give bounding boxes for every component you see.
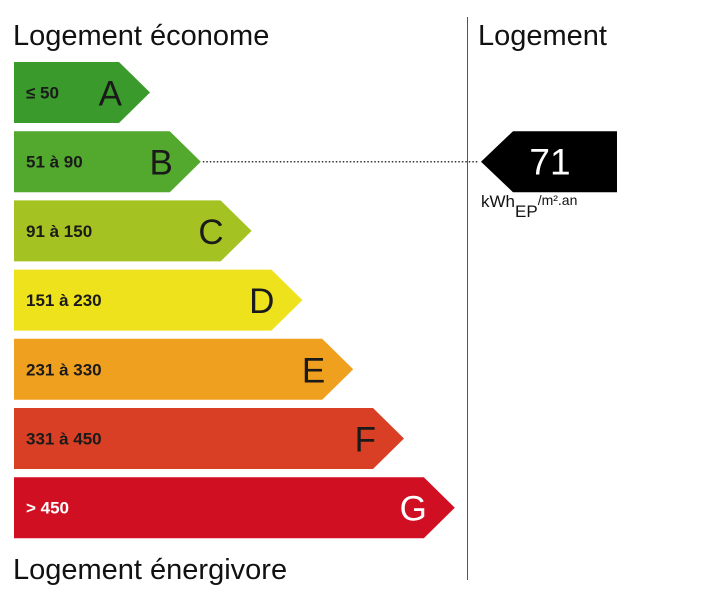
- unit-subscript: EP: [515, 202, 538, 221]
- unit-main: kWh: [481, 192, 515, 211]
- value-label: 71: [529, 142, 570, 183]
- rating-letter-a: A: [99, 75, 123, 114]
- rating-letter-g: G: [400, 490, 427, 529]
- rating-letter-f: F: [355, 421, 376, 460]
- rating-range-label: 51 à 90: [26, 153, 83, 172]
- rating-range-label: 331 à 450: [26, 430, 102, 449]
- rating-letter-e: E: [302, 351, 325, 390]
- rating-bar-c: [14, 200, 252, 262]
- rating-range-label: 151 à 230: [26, 291, 102, 310]
- rating-bar-a: [14, 62, 150, 123]
- rating-letter-b: B: [149, 144, 172, 183]
- rating-bar-g: [14, 477, 455, 539]
- rating-bar-d: [14, 269, 303, 331]
- rating-bar-e: [14, 338, 354, 400]
- rating-range-label: ≤ 50: [26, 84, 59, 103]
- rating-letter-c: C: [198, 213, 223, 252]
- rating-letter-d: D: [249, 282, 274, 321]
- column-divider: [467, 17, 468, 580]
- value-unit: kWhEP/m².an: [481, 193, 577, 220]
- rating-bar-f: [14, 408, 404, 469]
- rating-bar-b: [14, 131, 201, 193]
- rating-range-label: > 450: [26, 499, 69, 518]
- rating-range-label: 91 à 150: [26, 222, 92, 241]
- top-left-heading: Logement économe: [13, 20, 270, 52]
- value-marker: [481, 131, 617, 193]
- bottom-left-heading: Logement énergivore: [13, 554, 288, 586]
- unit-suffix: /m².an: [537, 192, 578, 208]
- top-right-heading: Logement: [478, 20, 607, 52]
- rating-range-label: 231 à 330: [26, 360, 102, 379]
